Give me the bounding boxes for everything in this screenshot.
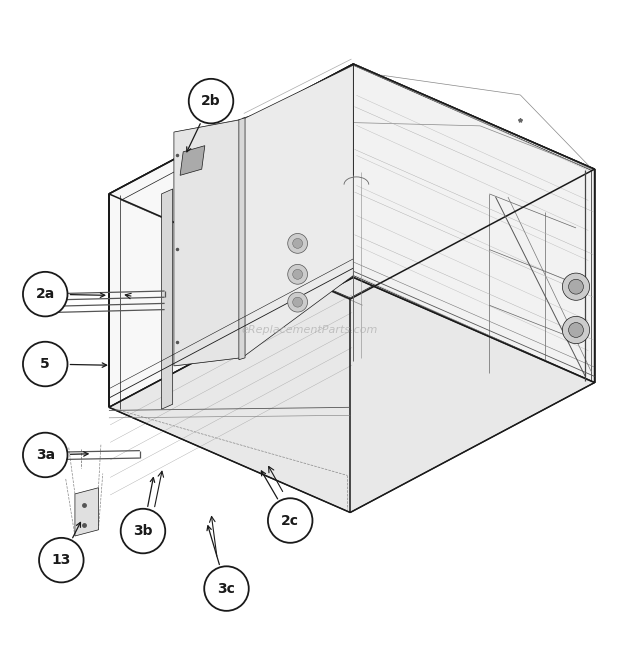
Polygon shape: [75, 488, 99, 536]
Circle shape: [23, 272, 68, 316]
Text: 2c: 2c: [281, 513, 299, 527]
Circle shape: [569, 279, 583, 294]
Polygon shape: [353, 65, 591, 381]
Polygon shape: [109, 277, 595, 513]
Circle shape: [288, 265, 308, 284]
Circle shape: [23, 433, 68, 477]
Polygon shape: [109, 64, 595, 299]
Circle shape: [288, 234, 308, 253]
Polygon shape: [174, 119, 241, 366]
Circle shape: [23, 342, 68, 386]
Text: 5: 5: [40, 357, 50, 371]
Text: 3a: 3a: [36, 448, 55, 462]
Circle shape: [569, 323, 583, 337]
Circle shape: [562, 316, 590, 344]
Circle shape: [204, 566, 249, 611]
Circle shape: [188, 79, 233, 123]
Text: 3b: 3b: [133, 524, 153, 538]
Polygon shape: [162, 189, 172, 409]
Polygon shape: [109, 64, 353, 407]
Text: 2b: 2b: [202, 94, 221, 108]
Circle shape: [293, 297, 303, 307]
Circle shape: [562, 273, 590, 300]
Circle shape: [288, 292, 308, 312]
Polygon shape: [353, 64, 595, 383]
Text: 13: 13: [51, 553, 71, 567]
Text: 2a: 2a: [35, 287, 55, 301]
Circle shape: [293, 238, 303, 248]
Circle shape: [268, 498, 312, 543]
Polygon shape: [242, 65, 353, 358]
Text: 3c: 3c: [218, 581, 236, 595]
Circle shape: [121, 509, 166, 553]
Polygon shape: [180, 146, 205, 176]
Circle shape: [39, 538, 84, 582]
Circle shape: [293, 269, 303, 279]
Text: eReplacementParts.com: eReplacementParts.com: [242, 325, 378, 335]
Polygon shape: [239, 118, 245, 360]
